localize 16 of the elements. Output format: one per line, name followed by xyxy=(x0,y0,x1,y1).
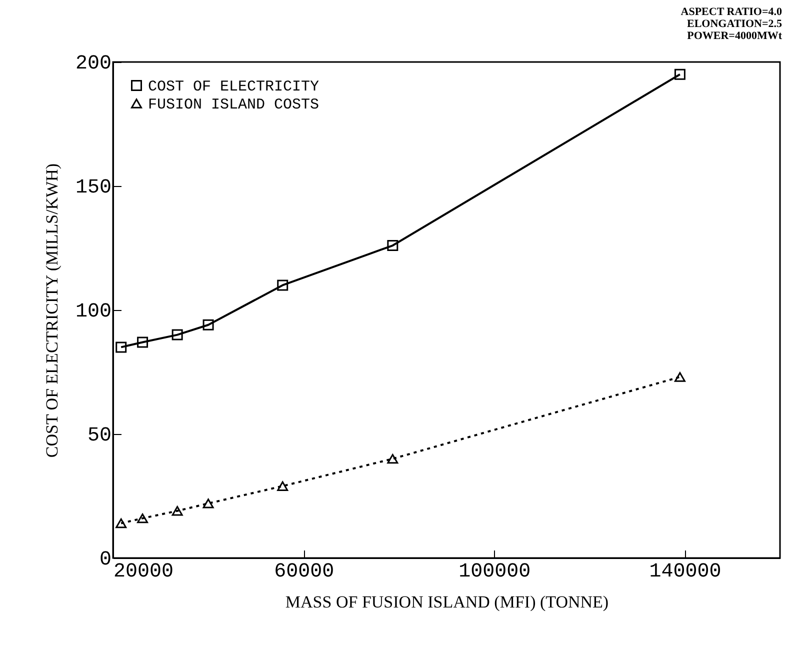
y-tick-label: 0 xyxy=(99,548,112,572)
x-axis-title: MASS OF FUSION ISLAND (MFI) (TONNE) xyxy=(285,592,609,612)
x-tick-label: 60000 xyxy=(274,560,334,584)
text: POWER=4000MWt xyxy=(686,30,782,42)
y-tick-label: 150 xyxy=(75,176,112,200)
text: ELONGATION=2.5 xyxy=(686,18,782,30)
y-tick-label: 100 xyxy=(75,300,112,324)
y-tick-label: 50 xyxy=(87,424,112,448)
x-tick-label: 100000 xyxy=(458,560,531,584)
x-tick-label: 20000 xyxy=(114,560,174,584)
text: ASPECT RATIO=4.0 xyxy=(680,6,782,18)
legend-label: FUSION ISLAND COSTS xyxy=(148,96,320,114)
x-tick-label: 140000 xyxy=(649,560,722,584)
y-axis-title: COST OF ELECTRICITY (MILLS/KWH) xyxy=(42,163,62,458)
y-tick-label: 200 xyxy=(75,52,112,76)
legend-label: COST OF ELECTRICITY xyxy=(148,78,320,96)
